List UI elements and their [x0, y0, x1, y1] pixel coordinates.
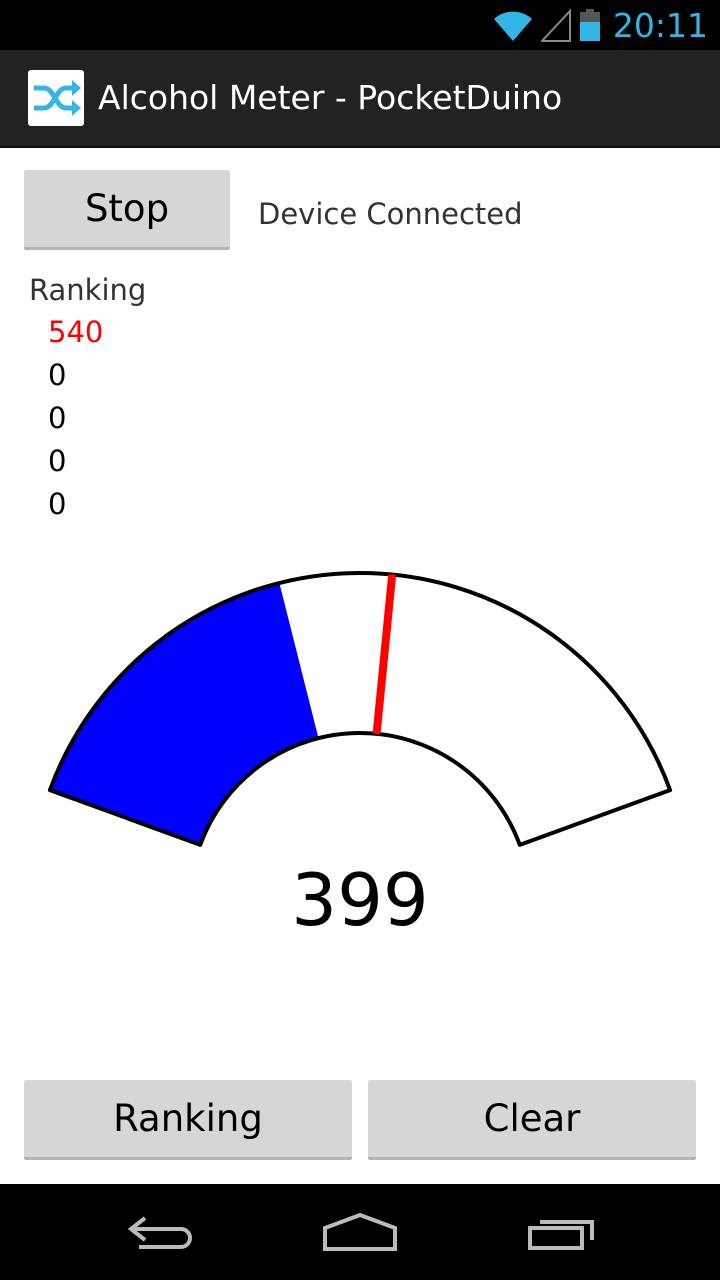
app-title: Alcohol Meter - PocketDuino	[98, 78, 563, 117]
ranking-button[interactable]: Ranking	[24, 1080, 352, 1160]
home-icon	[323, 1212, 397, 1251]
stop-button[interactable]: Stop	[24, 170, 230, 250]
wifi-icon	[493, 11, 532, 41]
ranking-item: 0	[48, 401, 67, 435]
action-bar: Alcohol Meter - PocketDuino	[0, 50, 720, 148]
status-bar: 20:11	[0, 0, 720, 50]
ranking-item: 0	[48, 487, 67, 521]
ranking-heading: Ranking	[29, 273, 147, 307]
ranking-item: 540	[48, 315, 104, 349]
status-clock: 20:11	[612, 5, 708, 45]
battery-icon	[579, 9, 600, 41]
alcohol-gauge	[47, 570, 673, 847]
back-icon	[127, 1216, 192, 1249]
gauge-reading: 399	[291, 858, 429, 942]
shuffle-icon	[34, 80, 81, 116]
connection-status: Device Connected	[258, 197, 523, 231]
recent-apps-button[interactable]	[482, 1184, 642, 1280]
home-button[interactable]	[280, 1184, 440, 1280]
navigation-bar	[0, 1184, 720, 1280]
clear-button[interactable]: Clear	[368, 1080, 696, 1160]
back-button[interactable]	[80, 1184, 240, 1280]
gauge-peak-needle	[372, 574, 397, 735]
recent-apps-icon	[528, 1220, 594, 1250]
status-icons: 20:11	[493, 0, 708, 50]
app-icon[interactable]	[28, 70, 84, 126]
ranking-item: 0	[48, 444, 67, 478]
cell-signal-icon	[540, 8, 571, 42]
ranking-item: 0	[48, 358, 67, 392]
ranking-list: 540 0 0 0 0	[48, 311, 103, 526]
gauge-outline	[47, 570, 673, 847]
gauge-fill	[49, 582, 319, 845]
